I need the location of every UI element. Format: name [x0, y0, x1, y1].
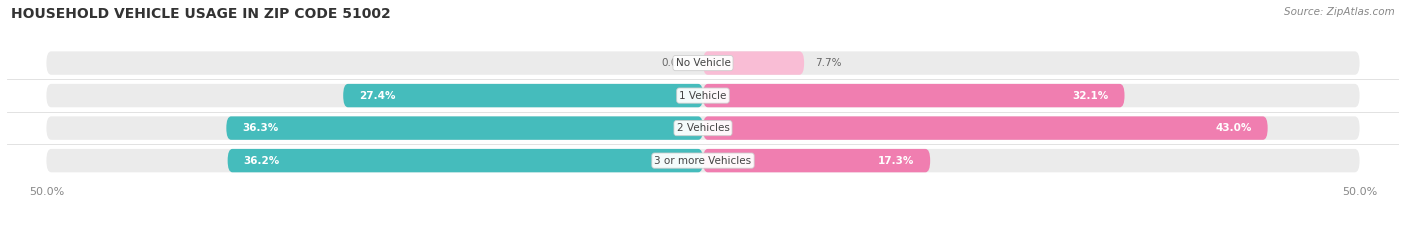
Text: 2 Vehicles: 2 Vehicles	[676, 123, 730, 133]
FancyBboxPatch shape	[228, 149, 703, 172]
FancyBboxPatch shape	[703, 84, 1125, 107]
Text: No Vehicle: No Vehicle	[675, 58, 731, 68]
FancyBboxPatch shape	[703, 149, 931, 172]
Text: Source: ZipAtlas.com: Source: ZipAtlas.com	[1284, 7, 1395, 17]
FancyBboxPatch shape	[46, 116, 1360, 140]
FancyBboxPatch shape	[46, 149, 1360, 172]
Text: 0.0%: 0.0%	[661, 58, 688, 68]
FancyBboxPatch shape	[703, 51, 804, 75]
Text: HOUSEHOLD VEHICLE USAGE IN ZIP CODE 51002: HOUSEHOLD VEHICLE USAGE IN ZIP CODE 5100…	[11, 7, 391, 21]
FancyBboxPatch shape	[226, 116, 703, 140]
Text: 3 or more Vehicles: 3 or more Vehicles	[654, 156, 752, 166]
Legend: Owner-occupied, Renter-occupied: Owner-occupied, Renter-occupied	[589, 230, 817, 233]
FancyBboxPatch shape	[46, 84, 1360, 107]
Text: 36.3%: 36.3%	[242, 123, 278, 133]
Text: 43.0%: 43.0%	[1216, 123, 1251, 133]
Text: 36.2%: 36.2%	[243, 156, 280, 166]
FancyBboxPatch shape	[343, 84, 703, 107]
FancyBboxPatch shape	[46, 51, 1360, 75]
Text: 7.7%: 7.7%	[814, 58, 841, 68]
Text: 27.4%: 27.4%	[359, 91, 395, 101]
FancyBboxPatch shape	[703, 116, 1268, 140]
Text: 1 Vehicle: 1 Vehicle	[679, 91, 727, 101]
Text: 32.1%: 32.1%	[1073, 91, 1109, 101]
Text: 17.3%: 17.3%	[877, 156, 914, 166]
